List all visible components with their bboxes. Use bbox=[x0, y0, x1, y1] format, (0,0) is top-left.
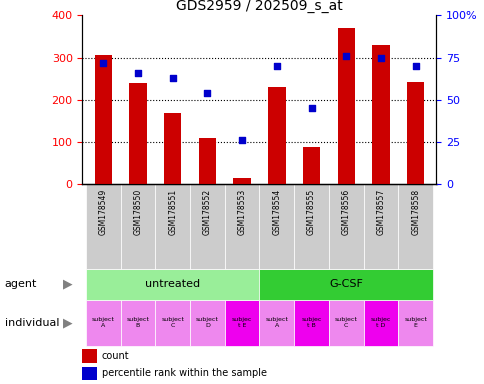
Point bbox=[134, 70, 142, 76]
Bar bbox=[129, 83, 146, 184]
Text: GSM178550: GSM178550 bbox=[133, 189, 142, 235]
Text: GSM178555: GSM178555 bbox=[306, 189, 316, 235]
Text: ▶: ▶ bbox=[63, 316, 73, 329]
Text: percentile rank within the sample: percentile rank within the sample bbox=[102, 368, 266, 378]
Bar bbox=[121, 184, 155, 269]
Text: G-CSF: G-CSF bbox=[329, 279, 363, 289]
Bar bbox=[164, 113, 181, 184]
Bar bbox=[233, 178, 250, 184]
Text: ▶: ▶ bbox=[63, 278, 73, 291]
Bar bbox=[82, 349, 96, 363]
Bar bbox=[397, 300, 432, 346]
Bar bbox=[302, 147, 319, 184]
Text: untreated: untreated bbox=[145, 279, 200, 289]
Bar bbox=[82, 367, 96, 380]
Text: GSM178552: GSM178552 bbox=[202, 189, 212, 235]
Point bbox=[376, 55, 384, 61]
Text: subject
A: subject A bbox=[265, 317, 287, 328]
Text: count: count bbox=[102, 351, 129, 361]
Text: GSM178551: GSM178551 bbox=[168, 189, 177, 235]
Bar bbox=[198, 138, 216, 184]
Bar bbox=[121, 300, 155, 346]
Text: GSM178549: GSM178549 bbox=[99, 189, 107, 235]
Point bbox=[342, 53, 349, 59]
Bar bbox=[190, 184, 224, 269]
Point bbox=[168, 75, 176, 81]
Bar bbox=[86, 300, 121, 346]
Text: subject
C: subject C bbox=[161, 317, 184, 328]
Text: subject
B: subject B bbox=[126, 317, 149, 328]
Point bbox=[411, 63, 419, 69]
Text: subject
C: subject C bbox=[334, 317, 357, 328]
Bar bbox=[328, 184, 363, 269]
Text: subjec
t B: subjec t B bbox=[301, 317, 321, 328]
Bar bbox=[94, 56, 112, 184]
Text: GSM178558: GSM178558 bbox=[410, 189, 419, 235]
Text: agent: agent bbox=[5, 279, 37, 289]
Title: GDS2959 / 202509_s_at: GDS2959 / 202509_s_at bbox=[176, 0, 342, 13]
Bar bbox=[155, 300, 190, 346]
Bar bbox=[268, 87, 285, 184]
Point bbox=[272, 63, 280, 69]
Bar bbox=[190, 300, 224, 346]
Text: subjec
t E: subjec t E bbox=[231, 317, 252, 328]
Bar bbox=[406, 82, 424, 184]
Bar bbox=[224, 300, 259, 346]
Bar bbox=[337, 28, 354, 184]
Bar bbox=[259, 184, 294, 269]
Point bbox=[307, 105, 315, 111]
Bar bbox=[224, 184, 259, 269]
Bar bbox=[363, 300, 397, 346]
Text: GSM178557: GSM178557 bbox=[376, 189, 385, 235]
Bar bbox=[259, 300, 294, 346]
Text: GSM178554: GSM178554 bbox=[272, 189, 281, 235]
Bar bbox=[363, 184, 397, 269]
Text: subject
E: subject E bbox=[403, 317, 426, 328]
Text: GSM178556: GSM178556 bbox=[341, 189, 350, 235]
Bar bbox=[294, 184, 328, 269]
Bar bbox=[155, 184, 190, 269]
Bar bbox=[328, 300, 363, 346]
Bar bbox=[397, 184, 432, 269]
Point bbox=[203, 90, 211, 96]
Point bbox=[99, 60, 107, 66]
Text: subjec
t D: subjec t D bbox=[370, 317, 390, 328]
Text: individual: individual bbox=[5, 318, 59, 328]
Point bbox=[238, 137, 245, 144]
Bar bbox=[86, 269, 259, 300]
Bar bbox=[86, 184, 121, 269]
Bar bbox=[294, 300, 328, 346]
Bar bbox=[372, 45, 389, 184]
Text: subject
A: subject A bbox=[91, 317, 115, 328]
Bar bbox=[259, 269, 432, 300]
Text: GSM178553: GSM178553 bbox=[237, 189, 246, 235]
Text: subject
D: subject D bbox=[196, 317, 218, 328]
